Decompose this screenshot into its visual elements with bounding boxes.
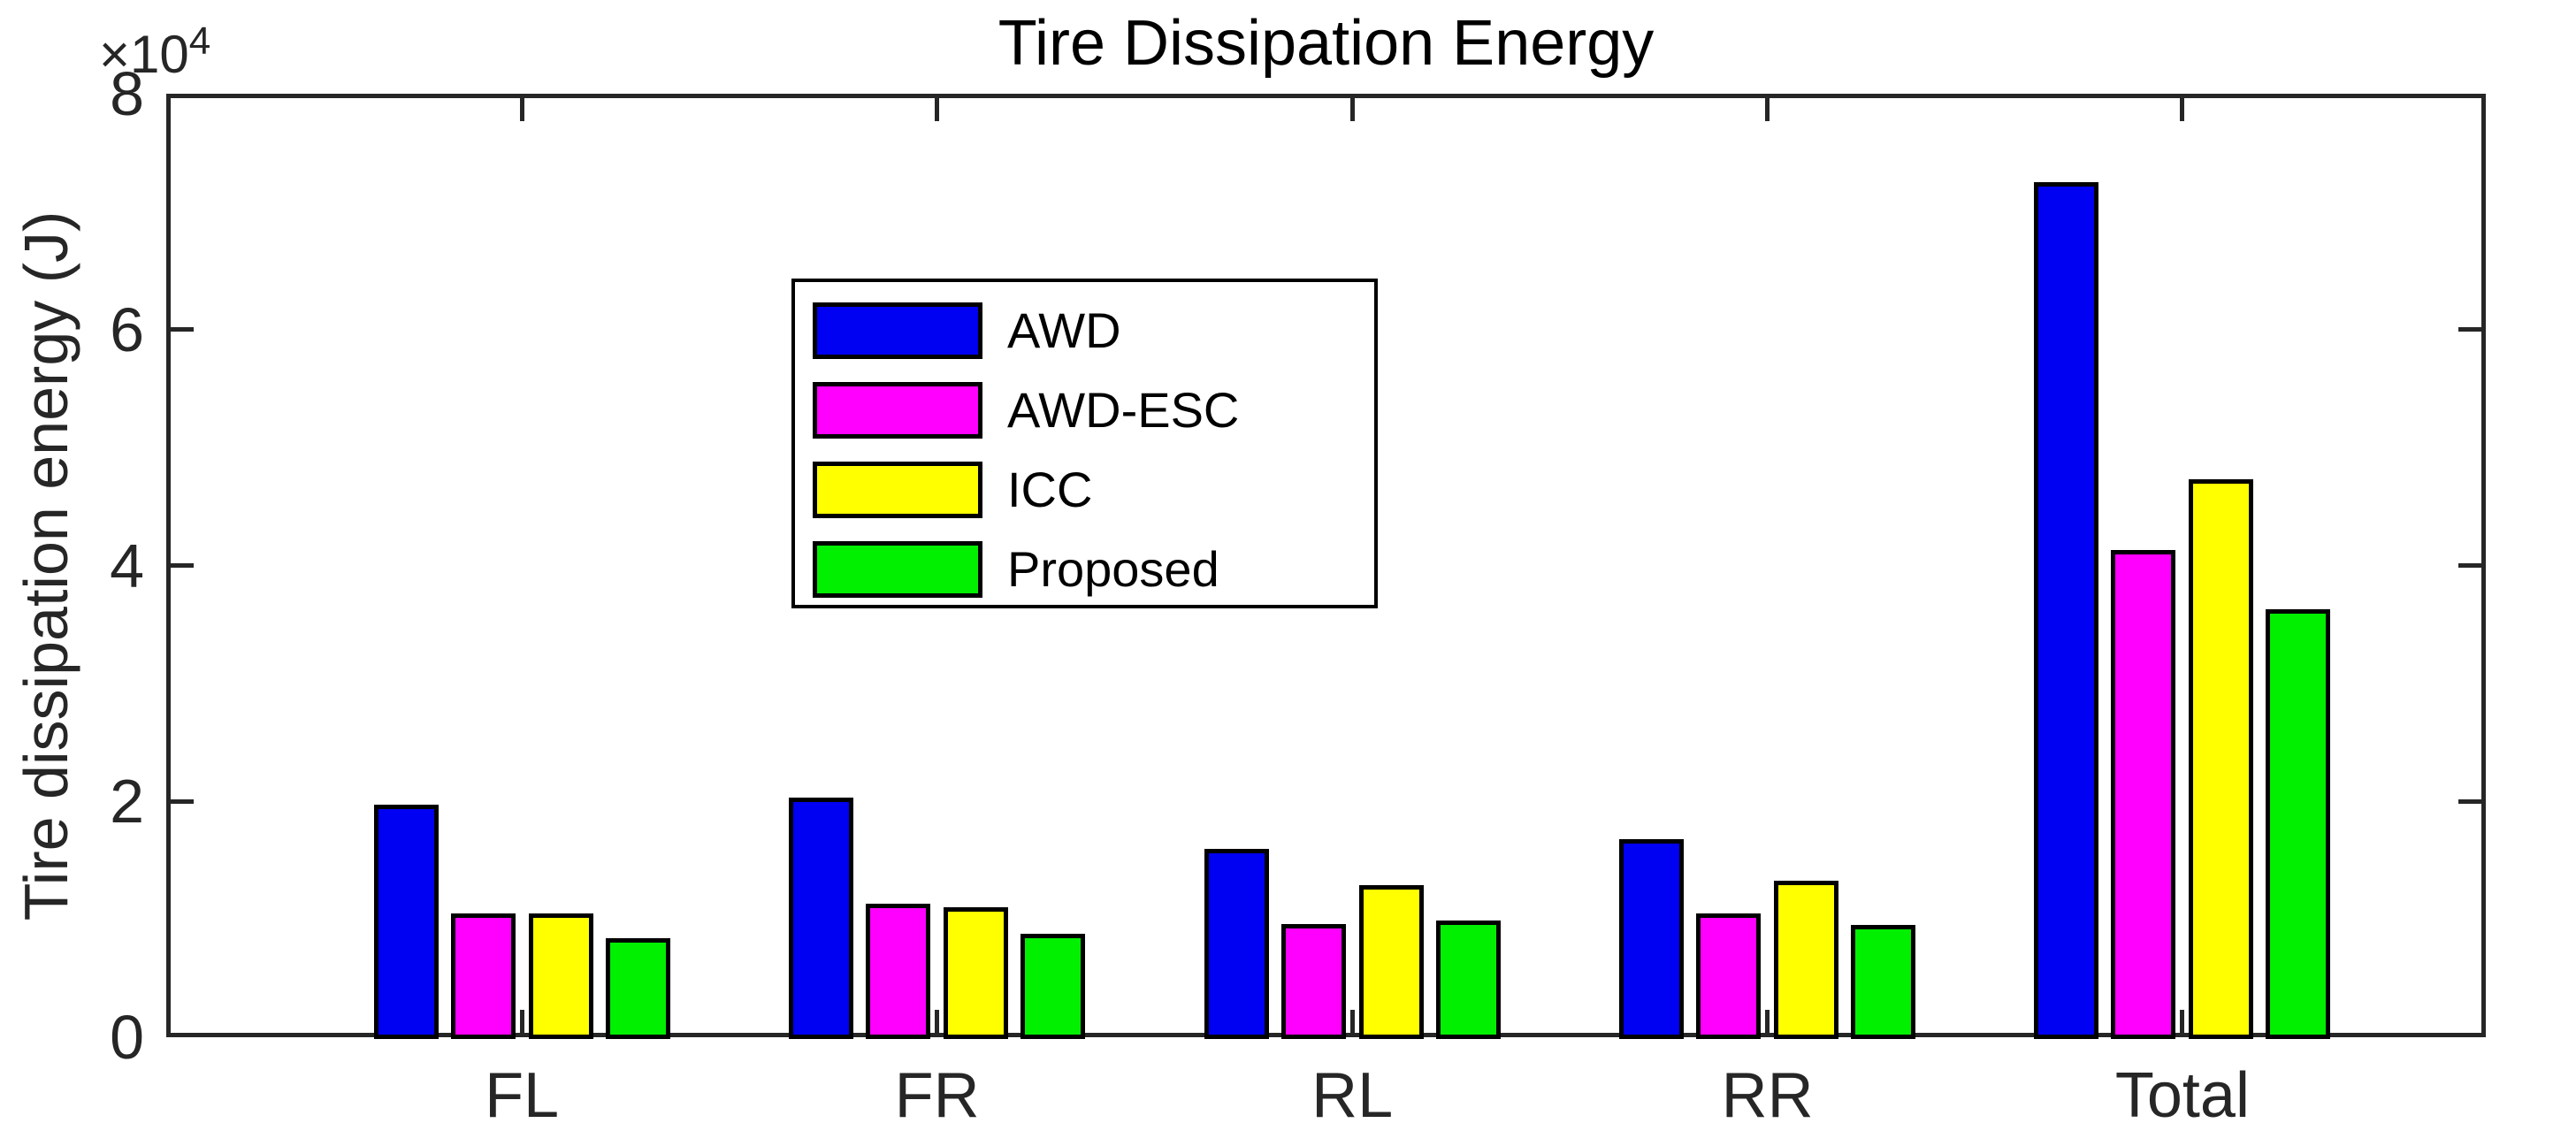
bar-Total-ICC bbox=[2189, 479, 2254, 1039]
x-tick-bottom bbox=[519, 1010, 524, 1033]
bar-RR-AWD-ESC bbox=[1696, 913, 1762, 1039]
x-tick-bottom bbox=[935, 1010, 940, 1033]
bar-RL-AWD bbox=[1204, 848, 1269, 1039]
offset-exponent-text: 4 bbox=[188, 19, 211, 63]
bar-Total-AWD bbox=[2034, 182, 2099, 1039]
y-tick-label: 4 bbox=[110, 531, 144, 600]
y-tick-label: 0 bbox=[110, 1003, 144, 1072]
bar-RR-Proposed bbox=[1851, 925, 1916, 1039]
bar-Total-Proposed bbox=[2266, 608, 2331, 1039]
bar-FR-Proposed bbox=[1020, 933, 1086, 1039]
legend-swatch-Proposed bbox=[813, 541, 982, 598]
y-tick-right bbox=[2458, 327, 2481, 332]
bar-RL-ICC bbox=[1358, 884, 1424, 1039]
x-tick-label: RR bbox=[1721, 1060, 1814, 1131]
x-tick-top bbox=[935, 98, 940, 121]
y-tick-label: 2 bbox=[110, 767, 144, 837]
y-tick-label: 8 bbox=[110, 59, 144, 128]
x-tick-label: FL bbox=[485, 1060, 560, 1131]
x-tick-label: Total bbox=[2114, 1060, 2250, 1131]
bar-FL-Proposed bbox=[605, 937, 670, 1039]
bar-FL-AWD bbox=[373, 805, 439, 1039]
legend-label-AWD: AWD bbox=[1007, 302, 1121, 358]
x-tick-bottom bbox=[2180, 1010, 2185, 1033]
bar-Total-AWD-ESC bbox=[2111, 550, 2176, 1039]
y-tick-left bbox=[171, 798, 194, 804]
bar-FR-ICC bbox=[944, 907, 1009, 1039]
bar-RL-AWD-ESC bbox=[1280, 923, 1346, 1039]
y-tick-right bbox=[2458, 563, 2481, 568]
legend-label-AWD-ESC: AWD-ESC bbox=[1007, 382, 1240, 438]
legend-swatch-ICC bbox=[813, 462, 982, 518]
bar-RR-AWD bbox=[1619, 838, 1685, 1039]
x-tick-top bbox=[1765, 98, 1770, 121]
bar-FL-AWD-ESC bbox=[450, 913, 516, 1039]
legend-label-Proposed: Proposed bbox=[1007, 541, 1219, 597]
legend-swatch-AWD-ESC bbox=[813, 382, 982, 439]
legend-label-ICC: ICC bbox=[1007, 462, 1093, 517]
bar-RR-ICC bbox=[1774, 880, 1839, 1039]
x-tick-top bbox=[519, 98, 524, 121]
y-tick-label: 6 bbox=[110, 294, 144, 364]
bar-FR-AWD bbox=[789, 798, 854, 1039]
legend: AWD AWD-ESC ICC Proposed bbox=[791, 279, 1378, 608]
x-tick-label: RL bbox=[1311, 1060, 1394, 1131]
y-tick-left bbox=[171, 327, 194, 332]
y-tick-right bbox=[2458, 798, 2481, 804]
x-tick-bottom bbox=[1349, 1010, 1355, 1033]
offset-base-text: ×10 bbox=[99, 25, 189, 84]
chart-title: Tire Dissipation Energy bbox=[998, 8, 1655, 79]
x-tick-top bbox=[2180, 98, 2185, 121]
bar-FL-ICC bbox=[528, 913, 593, 1039]
legend-swatch-AWD bbox=[813, 302, 982, 359]
x-tick-label: FR bbox=[894, 1060, 980, 1131]
bar-FR-AWD-ESC bbox=[866, 904, 931, 1039]
y-axis-exponent-label: ×104 bbox=[99, 19, 210, 85]
x-tick-top bbox=[1349, 98, 1355, 121]
y-tick-left bbox=[171, 563, 194, 568]
bar-RL-Proposed bbox=[1435, 920, 1501, 1039]
x-tick-bottom bbox=[1765, 1010, 1770, 1033]
